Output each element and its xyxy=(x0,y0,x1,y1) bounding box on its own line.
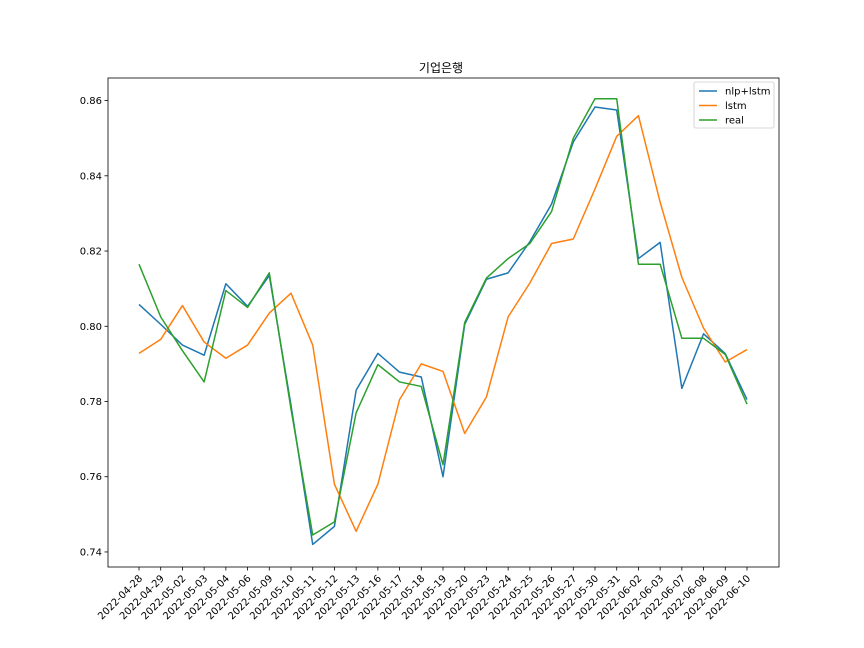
series-line-lstm xyxy=(138,114,748,533)
x-axis: 2022-04-282022-04-292022-05-022022-05-03… xyxy=(96,567,753,622)
y-tick-label: 0.82 xyxy=(80,247,102,258)
series-line-real xyxy=(138,97,748,536)
legend-box xyxy=(693,81,775,129)
y-axis: 0.74 0.76 0.78 0.80 0.82 0.84 0.86 xyxy=(80,96,108,558)
legend-label: lstm xyxy=(725,101,747,112)
y-tick-label: 0.74 xyxy=(80,547,102,558)
plot-area xyxy=(108,78,779,567)
y-tick-label: 0.78 xyxy=(80,397,102,408)
y-tick-label: 0.84 xyxy=(80,171,102,182)
series-layer xyxy=(138,97,748,546)
series-line-nlp-lstm xyxy=(138,106,748,546)
legend: nlp+lstm lstm real xyxy=(693,81,775,129)
y-tick-label: 0.80 xyxy=(80,322,102,333)
y-tick-label: 0.76 xyxy=(80,472,102,483)
chart-title: 기업은행 xyxy=(419,60,463,75)
plot-frame xyxy=(107,77,780,568)
legend-label: real xyxy=(725,116,744,127)
legend-label: nlp+lstm xyxy=(725,87,771,98)
y-tick-label: 0.86 xyxy=(80,96,102,107)
